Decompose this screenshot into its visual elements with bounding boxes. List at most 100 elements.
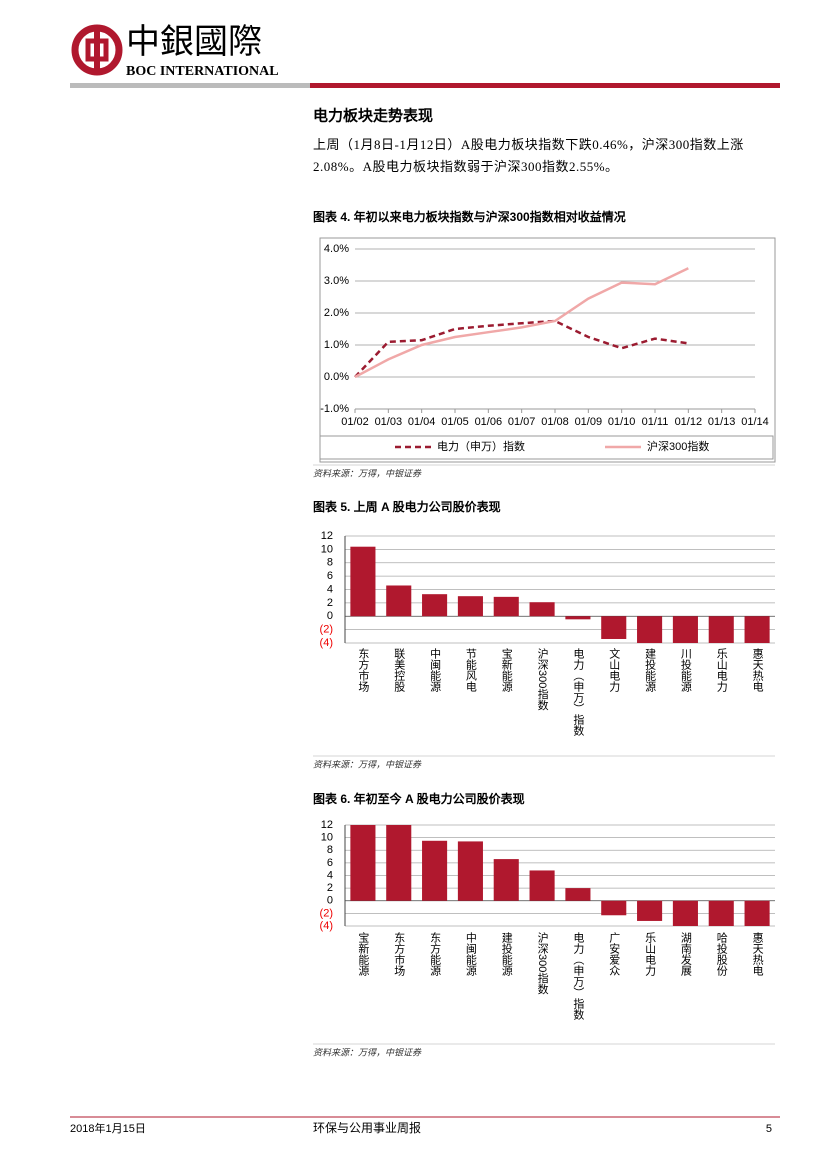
footer-report: 环保与公用事业周报 [313,1120,421,1135]
bar [744,900,770,926]
y-tick-label: (2) [320,907,333,919]
x-tick-label: 东方能源 [429,932,442,977]
y-tick-label: 4.0% [324,243,349,255]
y-tick-label: (4) [320,637,333,649]
y-tick-label: 8 [327,844,333,856]
x-tick-label: 惠天热电 [751,647,764,692]
logo-cn: 中銀國際 [126,23,262,61]
logo [71,24,123,76]
chart-title: 图表 5. 上周 A 股电力公司股价表现 [313,499,501,514]
footer-page: 5 [766,1123,772,1135]
bar [493,596,519,617]
y-tick-label: 2 [327,597,333,609]
y-tick-label: 10 [321,832,333,844]
bar [565,616,591,620]
x-tick-label: 中闽能源 [464,932,477,977]
x-tick-label: 01/04 [408,416,436,428]
y-tick-label: 0 [327,610,333,622]
bar [708,900,734,926]
x-tick-label: 东方市场 [393,932,406,977]
footer-date: 2018年1月15日 [70,1121,146,1135]
x-tick-label: 湖南发展 [679,932,692,977]
section-title: 电力板块走势表现 [313,106,433,124]
y-tick-label: 1.0% [324,339,349,351]
y-tick-label: 12 [321,819,333,831]
y-tick-label: 4 [327,583,333,595]
series-line [354,267,689,379]
bar [386,585,412,617]
x-tick-label: 01/10 [608,416,636,428]
bar [637,900,663,921]
y-tick-label: 2 [327,882,333,894]
y-tick-label: 8 [327,557,333,569]
bar [601,900,627,916]
x-tick-label: 联美控股 [393,648,406,693]
y-tick-label: 3.0% [324,275,349,287]
y-tick-label: -1.0% [320,403,349,415]
x-tick-label: 沪深300指数 [536,931,549,995]
chart-source: 资料来源：万得，中银证券 [313,759,422,769]
x-tick-label: 01/08 [541,416,569,428]
y-tick-label: 12 [321,530,333,542]
bar [708,616,734,643]
x-tick-label: 建投能源 [644,647,657,693]
bar [350,546,376,617]
legend-label: 电力（申万）指数 [437,439,525,453]
x-tick-label: 建投能源 [500,931,513,977]
x-tick-label: 文山电力 [608,647,621,692]
legend-label: 沪深300指数 [647,439,709,453]
logo-en: BOC INTERNATIONAL [126,64,279,79]
bar [744,616,770,643]
chart-source: 资料来源：万得，中银证券 [313,468,422,478]
bar [672,900,698,926]
y-tick-label: 6 [327,570,333,582]
y-tick-label: 0.0% [324,371,349,383]
x-tick-label: 01/05 [441,416,469,428]
bar [637,616,663,643]
x-tick-label: 01/02 [341,416,369,428]
x-tick-label: 乐山电力 [644,932,657,976]
x-tick-label: 沪深300指数 [536,647,549,711]
x-tick-label: 哈投股份 [715,932,728,977]
x-tick-label: 01/14 [741,416,769,428]
legend-frame [319,435,774,460]
bar [529,870,555,901]
y-tick-label: (4) [320,920,333,932]
x-tick-label: 01/07 [508,416,536,428]
bar [529,602,555,617]
bar [386,825,412,901]
x-tick-label: 乐山电力 [715,648,728,692]
x-tick-label: 宝新能源 [357,931,370,977]
chart-title: 图表 4. 年初以来电力板块指数与沪深300指数相对收益情况 [313,209,626,224]
chart-source: 资料来源：万得，中银证券 [313,1047,422,1057]
chart-title: 图表 6. 年初至今 A 股电力公司股价表现 [313,791,525,806]
bar [493,859,519,901]
x-tick-label: 节能风电 [464,648,477,692]
bar [565,888,591,901]
y-tick-label: 2.0% [324,307,349,319]
x-tick-label: 01/13 [708,416,736,428]
x-tick-label: 01/06 [475,416,503,428]
bar [457,841,483,901]
header-rule-grey [70,83,310,88]
bars [350,825,770,926]
x-tick-label: 电力（申万）指数 [572,648,585,737]
x-tick-label: 惠天热电 [751,931,764,976]
bar [422,840,448,901]
x-tick-label: 01/09 [575,416,603,428]
x-tick-label: 中闽能源 [429,648,442,693]
bar [350,825,376,901]
y-tick-label: 6 [327,857,333,869]
bar [672,616,698,643]
y-tick-label: (2) [320,624,333,636]
x-tick-label: 川投能源 [679,648,692,693]
y-tick-label: 0 [327,895,333,907]
x-tick-label: 宝新能源 [500,647,513,693]
y-tick-label: 4 [327,869,333,881]
x-tick-label: 电力（申万）指数 [572,932,585,1021]
x-tick-label: 01/03 [375,416,403,428]
x-tick-label: 01/12 [675,416,703,428]
x-tick-label: 东方市场 [357,648,370,693]
